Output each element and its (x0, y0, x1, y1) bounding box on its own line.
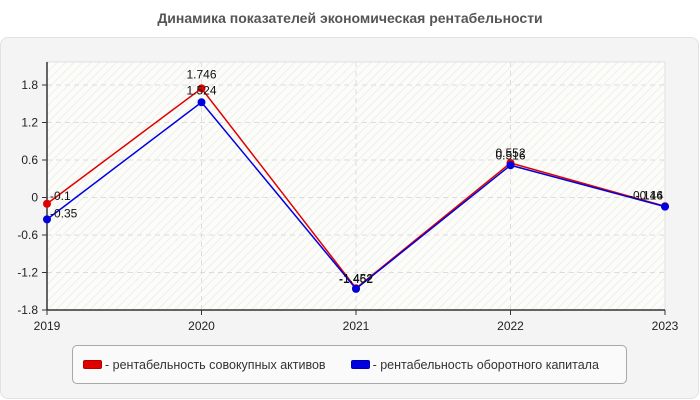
data-label: -0.146 (629, 189, 663, 203)
x-tick-label: 2019 (34, 319, 61, 333)
legend-item-working-capital[interactable]: - рентабельность оборотного капитала (350, 357, 599, 372)
data-point[interactable] (43, 215, 51, 224)
chart-title: Динамика показателей экономическая рента… (157, 10, 543, 26)
y-tick-label: -0.6 (17, 228, 38, 242)
y-tick-label: 1.8 (21, 78, 38, 92)
data-label: -0.14 (636, 188, 664, 202)
data-label: 0.552 (495, 146, 525, 160)
data-point[interactable] (352, 284, 360, 293)
legend-label: - рентабельность оборотного капитала (372, 357, 599, 372)
data-point[interactable] (197, 98, 206, 107)
y-tick-label: 1.2 (21, 116, 38, 130)
legend-swatch-blue (350, 360, 370, 369)
data-label: 1.524 (186, 83, 216, 97)
data-label: -1.452 (339, 271, 373, 285)
data-label: 0.516 (495, 148, 525, 162)
data-label: -1.462 (339, 272, 373, 286)
data-point[interactable] (506, 161, 515, 170)
axes: 1.8 1.2 0.6 0 -0.6 -1.2 -1.8 2019 2020 2021 2022 20… (17, 62, 679, 333)
data-label: 1.746 (186, 67, 216, 81)
plot-background (46, 61, 666, 311)
data-point[interactable] (197, 84, 206, 93)
gridlines (47, 62, 665, 310)
data-point[interactable] (661, 202, 669, 211)
legend-swatch-red (83, 360, 102, 369)
x-tick-label: 2023 (652, 319, 679, 333)
series-lines (43, 84, 669, 293)
x-tick-label: 2022 (497, 319, 524, 333)
legend-item-total-assets[interactable]: - рентабельность совокупных активов (83, 358, 326, 372)
data-label: -0.35 (50, 206, 78, 220)
x-tick-label: 2021 (343, 319, 370, 333)
x-tick-label: 2020 (188, 319, 215, 333)
y-tick-label: -1.2 (17, 266, 38, 280)
y-tick-label: 0 (31, 191, 38, 205)
data-point[interactable] (43, 199, 51, 208)
y-tick-label: 0.6 (21, 153, 38, 167)
legend: - рентабельность совокупных активов - ре… (72, 345, 627, 384)
y-tick-label: -1.8 (17, 303, 38, 317)
data-label: -0.1 (50, 189, 71, 203)
legend-label: - рентабельность совокупных активов (105, 357, 326, 372)
data-labels: -0.1 1.746 -1.452 0.552 -0.14 -0.35 1.524 -1.46… (50, 67, 663, 286)
